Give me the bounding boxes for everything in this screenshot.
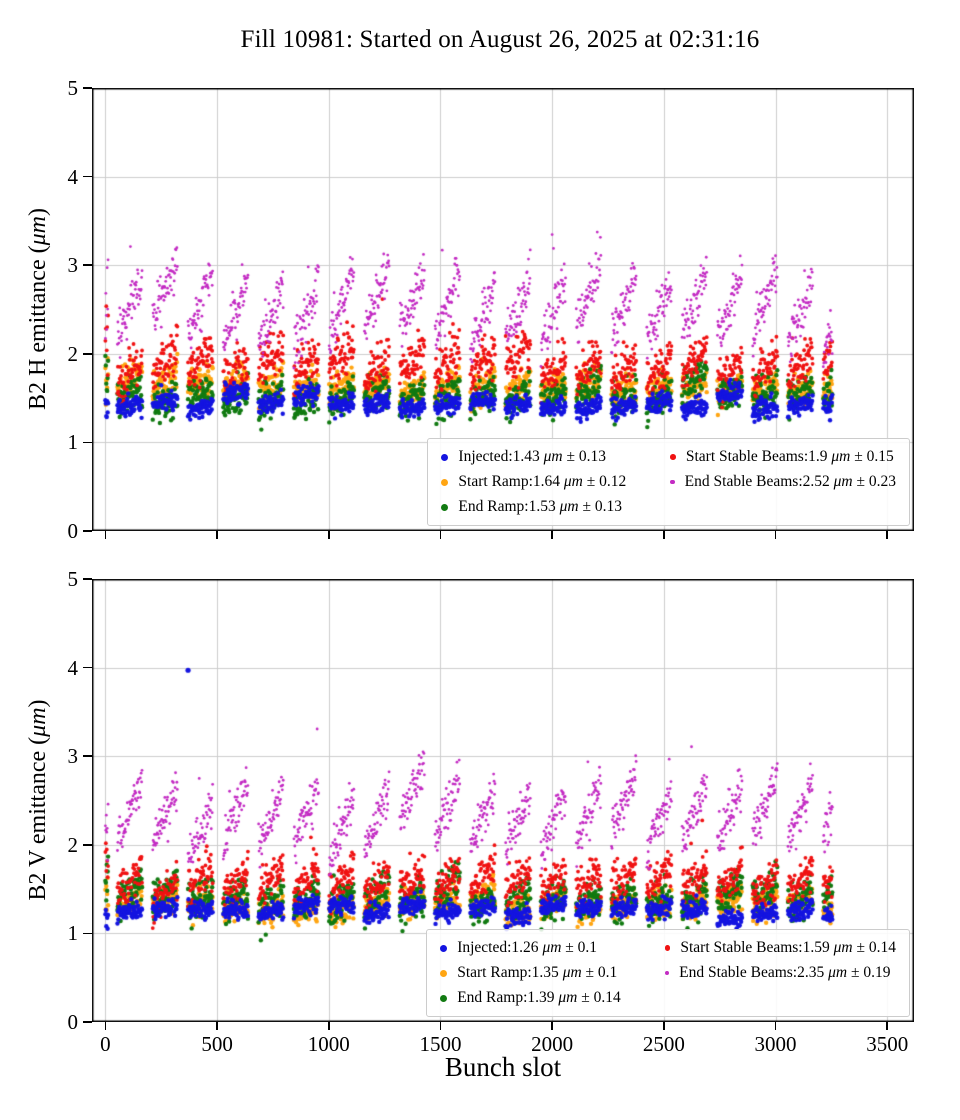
b2h-emittance-plot: Injected:1.43 μm ± 0.13 Start Ramp:1.64 μ…: [92, 88, 914, 531]
x-tick-mark: [439, 531, 442, 539]
x-tick-mark: [104, 1022, 107, 1030]
legend-item-start-stable-beams: Start Stable Beams:1.9 μm ± 0.15: [670, 448, 896, 466]
x-tick-label: 1500: [419, 1032, 462, 1056]
x-tick-mark: [216, 531, 218, 539]
legend-label: Injected:1.26 μm ± 0.1: [457, 939, 598, 956]
b2h-y-axis-label-close: ): [25, 208, 51, 216]
y-tick-mark: [83, 1021, 92, 1023]
legend-item-end-stable-beams: End Stable Beams:2.52 μm ± 0.23: [670, 473, 896, 491]
y-tick-label: 1: [67, 430, 79, 455]
y-tick-label: 5: [67, 76, 79, 100]
legend-item-end-ramp: End Ramp:1.39 μm ± 0.14: [440, 989, 621, 1007]
y-tick-mark: [83, 264, 92, 266]
x-tick-label: 500: [201, 1032, 233, 1056]
y-tick-label: 3: [67, 253, 79, 278]
y-tick-mark: [83, 666, 92, 669]
legend-label: Start Stable Beams:1.59 μm ± 0.14: [680, 939, 896, 956]
b2v-legend: Injected:1.26 μm ± 0.1 Start Ramp:1.35 μm…: [426, 929, 910, 1017]
x-tick-mark: [886, 1022, 888, 1030]
x-tick-label: 1000: [307, 1032, 350, 1056]
end-stable-beams-marker-icon: [670, 479, 675, 485]
b2v-y-axis-label-close: ): [25, 699, 51, 708]
legend-item-start-ramp: Start Ramp:1.64 μm ± 0.12: [441, 473, 626, 491]
y-tick-mark: [83, 755, 92, 757]
legend-item-injected: Injected:1.26 μm ± 0.1: [440, 939, 621, 957]
x-tick-label: 2500: [642, 1032, 685, 1056]
legend-label: End Ramp:1.53 μm ± 0.13: [458, 498, 622, 515]
x-tick-label: 2000: [531, 1032, 574, 1056]
x-tick-label: 3000: [754, 1032, 797, 1056]
injected-marker-icon: [441, 453, 449, 461]
y-tick-mark: [83, 353, 92, 355]
x-tick-label: 3500: [866, 1032, 909, 1056]
y-tick-label: 2: [67, 341, 79, 366]
b2h-y-axis-unit: μm: [25, 216, 51, 246]
y-tick-mark: [83, 87, 92, 89]
y-tick-mark: [83, 932, 92, 935]
x-tick-mark: [886, 531, 888, 539]
legend-label: End Stable Beams:2.35 μm ± 0.19: [679, 964, 891, 981]
x-tick-mark: [663, 531, 665, 539]
x-tick-mark: [551, 1022, 553, 1030]
legend-label: End Stable Beams:2.52 μm ± 0.23: [684, 473, 896, 490]
y-tick-mark: [83, 175, 92, 178]
y-tick-mark: [83, 441, 92, 444]
b2v-emittance-plot: Injected:1.26 μm ± 0.1 Start Ramp:1.35 μm…: [92, 579, 914, 1022]
injected-marker-icon: [440, 944, 448, 952]
legend-item-end-ramp: End Ramp:1.53 μm ± 0.13: [441, 498, 626, 516]
b2h-legend: Injected:1.43 μm ± 0.13 Start Ramp:1.64 μ…: [427, 438, 910, 526]
b2v-y-axis-unit: μm: [25, 707, 51, 737]
y-tick-label: 4: [67, 164, 79, 189]
x-tick-mark: [663, 1022, 665, 1030]
end-ramp-marker-icon: [441, 503, 449, 511]
y-tick-label: 1: [67, 921, 79, 946]
end-stable-beams-marker-icon: [664, 970, 670, 976]
y-tick-label: 0: [67, 1010, 79, 1034]
x-tick-mark: [216, 1022, 218, 1030]
x-tick-mark: [328, 531, 330, 539]
legend-item-injected: Injected:1.43 μm ± 0.13: [441, 448, 626, 466]
y-tick-label: 3: [67, 744, 79, 769]
y-tick-mark: [83, 578, 92, 580]
legend-item-start-stable-beams: Start Stable Beams:1.59 μm ± 0.14: [664, 939, 896, 957]
start-ramp-marker-icon: [440, 969, 448, 977]
y-tick-label: 4: [67, 655, 79, 680]
legend-label: End Ramp:1.39 μm ± 0.14: [457, 989, 621, 1006]
x-tick-mark: [328, 1022, 330, 1030]
y-tick-mark: [83, 844, 92, 846]
legend-label: Injected:1.43 μm ± 0.13: [458, 448, 607, 465]
x-tick-mark: [439, 1022, 442, 1030]
x-tick-label: 0: [100, 1032, 111, 1056]
legend-item-end-stable-beams: End Stable Beams:2.35 μm ± 0.19: [664, 964, 896, 982]
y-tick-label: 0: [67, 519, 79, 543]
start-ramp-marker-icon: [441, 478, 449, 486]
x-tick-mark: [774, 1022, 777, 1030]
legend-label: Start Stable Beams:1.9 μm ± 0.15: [685, 448, 894, 465]
x-tick-mark: [774, 531, 777, 539]
y-tick-label: 2: [67, 832, 79, 857]
start-stable-beams-marker-icon: [664, 945, 671, 951]
legend-label: Start Ramp:1.64 μm ± 0.12: [458, 473, 627, 490]
y-tick-label: 5: [67, 567, 79, 591]
end-ramp-marker-icon: [440, 994, 448, 1002]
start-stable-beams-marker-icon: [670, 454, 676, 460]
x-tick-mark: [104, 531, 107, 539]
x-tick-mark: [551, 531, 553, 539]
y-tick-mark: [83, 530, 92, 532]
x-axis-label: Bunch slot: [444, 1052, 562, 1082]
figure-title: Fill 10981: Started on August 26, 2025 a…: [240, 26, 760, 53]
legend-item-start-ramp: Start Ramp:1.35 μm ± 0.1: [440, 964, 621, 982]
legend-label: Start Ramp:1.35 μm ± 0.1: [457, 964, 618, 981]
